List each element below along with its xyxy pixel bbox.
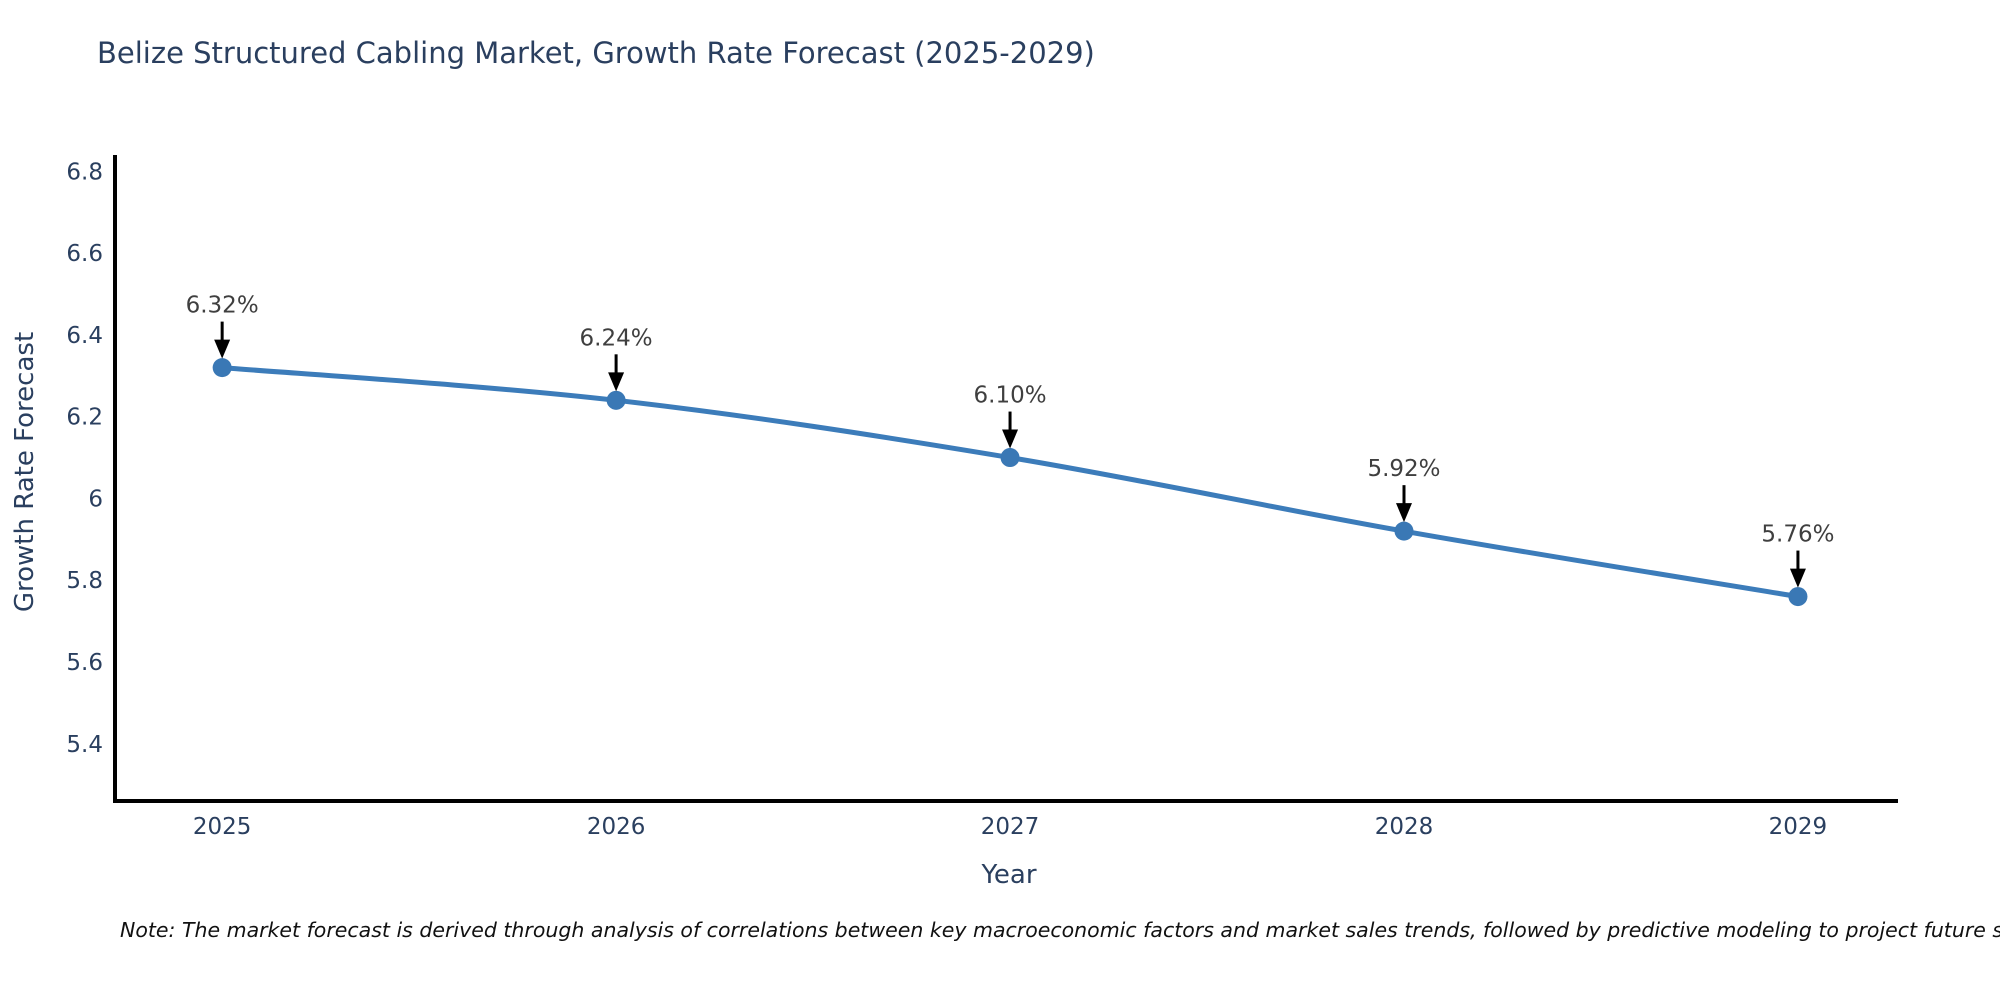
x-tick-label: 2028: [1375, 814, 1434, 840]
y-tick-label: 5.8: [66, 568, 103, 594]
data-point-label: 6.32%: [186, 293, 259, 319]
x-axis-title: Year: [981, 860, 1037, 890]
y-tick-label: 6.4: [66, 323, 103, 349]
data-point-label: 5.76%: [1761, 522, 1834, 548]
annotation-arrowhead-icon: [1002, 429, 1019, 449]
y-tick-label: 5.4: [66, 732, 103, 758]
data-point-label: 6.10%: [974, 383, 1047, 409]
x-tick-label: 2027: [981, 814, 1040, 840]
data-point-label: 5.92%: [1367, 456, 1440, 482]
y-tick-label: 6.6: [66, 241, 103, 267]
y-tick-label: 6: [88, 486, 103, 512]
y-tick-label: 6.8: [66, 159, 103, 185]
annotation-arrowhead-icon: [1395, 503, 1412, 523]
annotation-arrowhead-icon: [1789, 568, 1806, 588]
data-point-marker[interactable]: [212, 358, 232, 378]
y-tick-label: 5.6: [66, 650, 103, 676]
y-tick-label: 6.2: [66, 405, 103, 431]
data-point-marker[interactable]: [606, 390, 626, 410]
annotation-arrowhead-icon: [608, 372, 625, 392]
data-point-marker[interactable]: [1788, 587, 1808, 607]
footnote: Note: The market forecast is derived thr…: [120, 918, 2000, 942]
x-tick-label: 2025: [193, 814, 252, 840]
x-tick-label: 2026: [587, 814, 646, 840]
data-point-marker[interactable]: [1000, 448, 1020, 468]
data-point-marker[interactable]: [1394, 521, 1414, 541]
data-point-label: 6.24%: [580, 325, 653, 351]
chart-title: Belize Structured Cabling Market, Growth…: [97, 36, 1095, 70]
annotation-arrowhead-icon: [214, 339, 231, 359]
y-axis-title: Growth Rate Forecast: [10, 331, 40, 613]
x-tick-label: 2029: [1769, 814, 1828, 840]
